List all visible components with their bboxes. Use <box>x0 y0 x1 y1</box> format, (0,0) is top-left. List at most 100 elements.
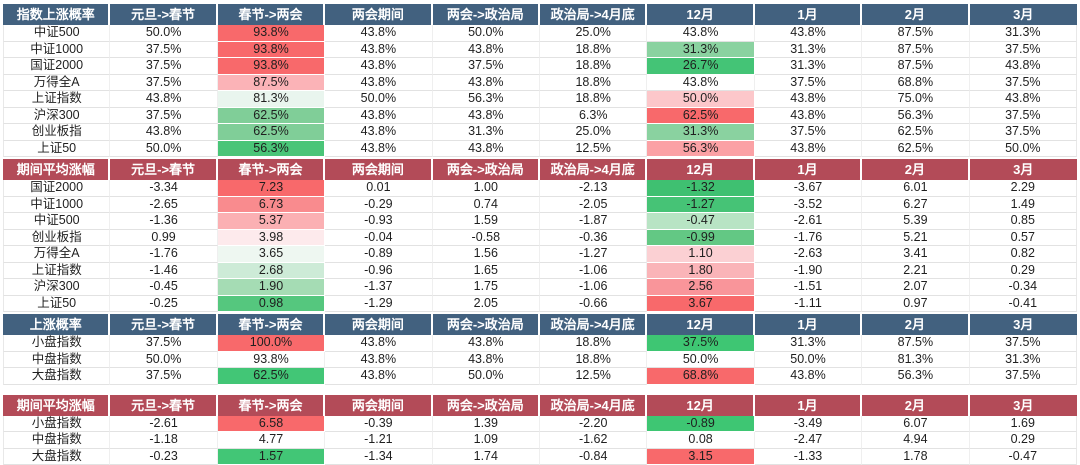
data-cell: 37.5% <box>110 335 217 352</box>
data-cell: -1.06 <box>540 279 647 296</box>
column-header: 元旦->春节 <box>110 314 217 335</box>
data-cell: -1.37 <box>325 279 432 296</box>
column-header: 1月 <box>755 159 862 180</box>
data-cell: 43.8% <box>970 58 1077 75</box>
data-cell: 50.0% <box>110 141 217 158</box>
data-cell: 3.41 <box>862 246 969 263</box>
data-cell: -0.04 <box>325 230 432 247</box>
data-cell: 5.21 <box>862 230 969 247</box>
column-header: 2月 <box>862 395 969 416</box>
data-cell: 43.8% <box>325 368 432 385</box>
data-cell: -0.89 <box>325 246 432 263</box>
data-cell: -0.34 <box>970 279 1077 296</box>
data-cell: 37.5% <box>970 42 1077 59</box>
data-cell: 43.8% <box>647 75 754 92</box>
data-cell: 6.07 <box>862 416 969 433</box>
column-header: 两会->政治局 <box>433 159 540 180</box>
section-title: 上涨概率 <box>3 314 110 335</box>
row-label: 中证500 <box>3 213 110 230</box>
data-cell: 62.5% <box>647 108 754 125</box>
data-cell: 43.8% <box>433 141 540 158</box>
data-cell: 81.3% <box>862 352 969 369</box>
data-cell: 25.0% <box>540 25 647 42</box>
data-cell: 43.8% <box>433 75 540 92</box>
data-cell: 43.8% <box>325 25 432 42</box>
data-cell: -0.39 <box>325 416 432 433</box>
data-cell: -1.21 <box>325 432 432 449</box>
column-header: 两会期间 <box>325 159 432 180</box>
data-cell: 43.8% <box>755 141 862 158</box>
column-header: 12月 <box>647 4 754 25</box>
data-cell: -1.87 <box>540 213 647 230</box>
data-cell: 43.8% <box>325 108 432 125</box>
data-cell: 2.05 <box>433 296 540 313</box>
data-cell: 2.21 <box>862 263 969 280</box>
data-cell: 37.5% <box>970 124 1077 141</box>
row-label: 上证50 <box>3 141 110 158</box>
data-cell: 56.3% <box>647 141 754 158</box>
row-label: 国证2000 <box>3 180 110 197</box>
column-header: 春节->两会 <box>218 159 325 180</box>
column-header: 政治局->4月底 <box>540 4 647 25</box>
row-label: 大盘指数 <box>3 368 110 385</box>
data-cell: 1.56 <box>433 246 540 263</box>
data-cell: 43.8% <box>325 42 432 59</box>
column-header: 春节->两会 <box>218 395 325 416</box>
data-cell: 0.57 <box>970 230 1077 247</box>
data-cell: 43.8% <box>325 124 432 141</box>
column-header: 3月 <box>970 314 1077 335</box>
data-cell: 31.3% <box>647 42 754 59</box>
column-header: 2月 <box>862 159 969 180</box>
data-cell: 43.8% <box>110 91 217 108</box>
data-cell: 31.3% <box>755 335 862 352</box>
data-cell: -2.13 <box>540 180 647 197</box>
column-header: 政治局->4月底 <box>540 395 647 416</box>
data-cell: 18.8% <box>540 58 647 75</box>
section-title: 指数上涨概率 <box>3 4 110 25</box>
data-cell: 37.5% <box>647 335 754 352</box>
data-cell: 43.8% <box>647 25 754 42</box>
data-cell: 2.56 <box>647 279 754 296</box>
data-cell: 0.29 <box>970 432 1077 449</box>
data-cell: 6.58 <box>218 416 325 433</box>
data-cell: 31.3% <box>433 124 540 141</box>
data-cell: 0.97 <box>862 296 969 313</box>
data-cell: 6.01 <box>862 180 969 197</box>
data-cell: 2.29 <box>970 180 1077 197</box>
data-cell: 1.65 <box>433 263 540 280</box>
column-header: 12月 <box>647 314 754 335</box>
data-cell: 37.5% <box>970 368 1077 385</box>
data-cell: 37.5% <box>110 108 217 125</box>
data-cell: 1.80 <box>647 263 754 280</box>
data-cell: 6.27 <box>862 197 969 214</box>
data-cell: 3.65 <box>218 246 325 263</box>
column-header: 两会期间 <box>325 314 432 335</box>
column-header: 12月 <box>647 395 754 416</box>
row-label: 国证2000 <box>3 58 110 75</box>
row-label: 上证50 <box>3 296 110 313</box>
data-cell: -3.34 <box>110 180 217 197</box>
data-cell: 50.0% <box>647 352 754 369</box>
data-cell: -3.49 <box>755 416 862 433</box>
data-cell: 56.3% <box>218 141 325 158</box>
data-cell: 68.8% <box>862 75 969 92</box>
data-cell: 1.59 <box>433 213 540 230</box>
data-cell: 93.8% <box>218 352 325 369</box>
data-cell: 68.8% <box>647 368 754 385</box>
column-header: 两会->政治局 <box>433 4 540 25</box>
data-cell: -1.32 <box>647 180 754 197</box>
data-cell: -1.36 <box>110 213 217 230</box>
data-cell: 6.3% <box>540 108 647 125</box>
data-cell: 43.8% <box>325 141 432 158</box>
row-label: 万得全A <box>3 75 110 92</box>
data-cell: 93.8% <box>218 58 325 75</box>
